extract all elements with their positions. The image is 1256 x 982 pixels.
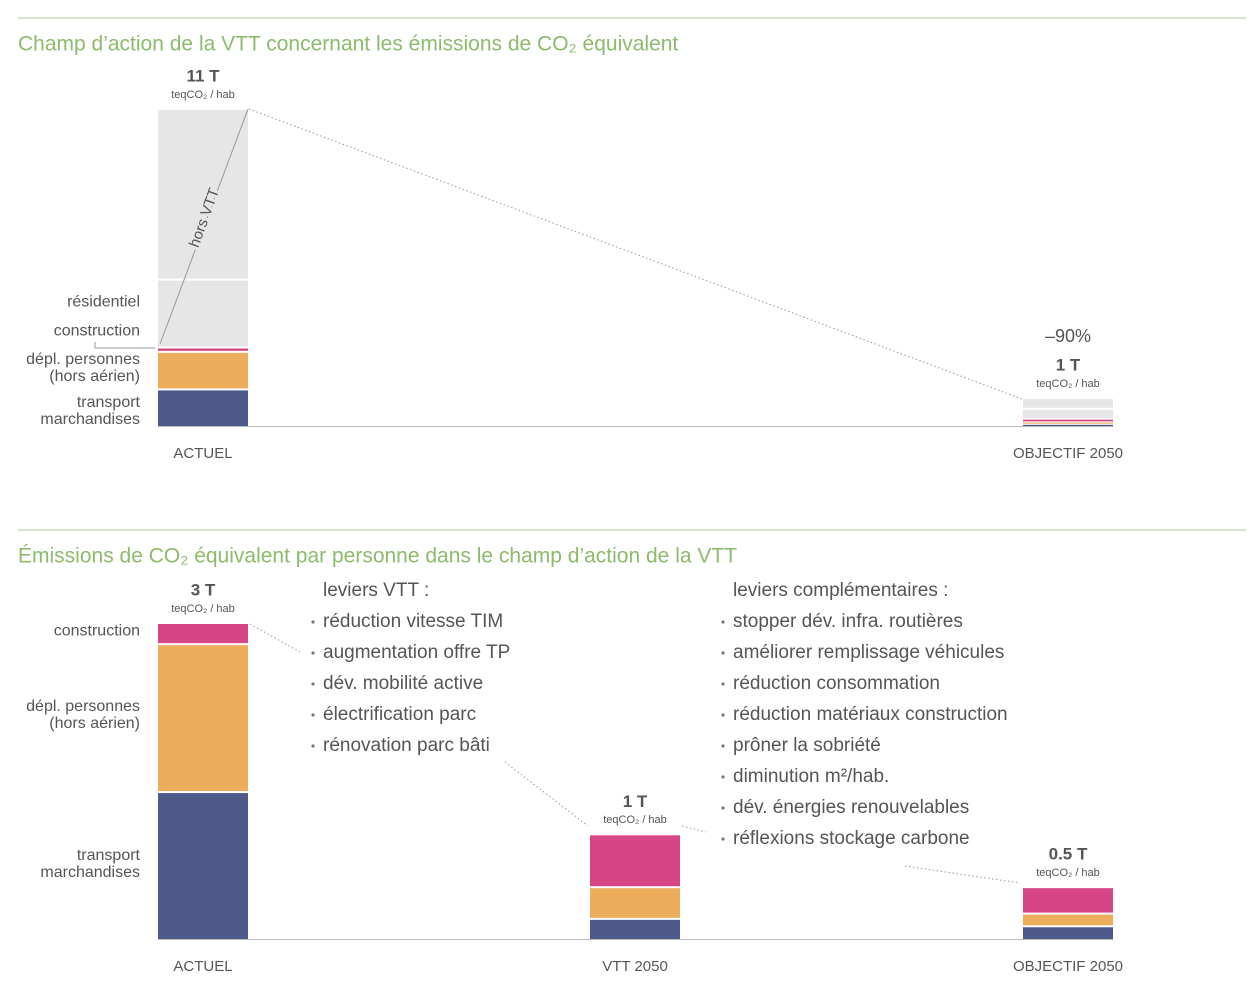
- series-label: construction: [53, 322, 140, 340]
- lever-item: augmentation offre TP: [323, 642, 510, 663]
- lever-item: réflexions stockage carbone: [733, 828, 970, 849]
- series-label: dépl. personnes (hors aérien): [26, 698, 140, 732]
- bar-segment: [1023, 422, 1113, 424]
- bar-segment: [158, 645, 248, 792]
- leader-line: [159, 108, 249, 345]
- category-label: OBJECTIF 2050: [1013, 445, 1123, 462]
- bar-segment: [158, 793, 248, 939]
- series-label: transport marchandises: [40, 847, 140, 881]
- bullet: [721, 713, 725, 717]
- lever-item: électrification parc: [323, 704, 476, 725]
- connector: [904, 865, 1021, 884]
- category-label: OBJECTIF 2050: [1013, 958, 1123, 975]
- unit-label: teqCO₂ / hab: [603, 814, 667, 826]
- bar-segment: [590, 919, 680, 939]
- total-label: 3 T: [191, 580, 216, 599]
- bar-segment: [1023, 914, 1113, 926]
- series-label: dépl. personnes (hors aérien): [26, 351, 140, 385]
- bullet: [311, 744, 315, 748]
- bar-segment: [158, 110, 248, 279]
- lever-item: réduction vitesse TIM: [323, 611, 503, 632]
- bullet: [721, 682, 725, 686]
- annotation: –90%: [1045, 326, 1091, 346]
- total-label: 1 T: [1056, 356, 1081, 375]
- bar-segment: [1023, 927, 1113, 939]
- connector: [248, 108, 1023, 400]
- bullet: [311, 620, 315, 624]
- category-label: ACTUEL: [173, 958, 232, 975]
- bar-segment: [1023, 399, 1113, 408]
- lever-item: réduction matériaux construction: [733, 704, 1008, 725]
- unit-label: teqCO₂ / hab: [1036, 867, 1100, 879]
- lever-title: leviers complémentaires :: [733, 580, 948, 601]
- series-label: transport marchandises: [40, 394, 140, 428]
- bullet: [721, 837, 725, 841]
- bullet: [721, 620, 725, 624]
- bar-segment: [1023, 419, 1113, 422]
- category-label: VTT 2050: [602, 958, 668, 975]
- bracket: [94, 342, 155, 349]
- bar-segment: [1023, 888, 1113, 913]
- lever-item: diminution m²/hab.: [733, 766, 889, 787]
- bar-segment: [590, 888, 680, 918]
- bar-segment: [158, 352, 248, 389]
- bullet: [721, 806, 725, 810]
- lever-item: améliorer remplissage véhicules: [733, 642, 1004, 663]
- total-label: 1 T: [623, 792, 648, 811]
- bullet: [311, 713, 315, 717]
- bar-segment: [158, 390, 248, 426]
- chart-title: Émissions de CO₂ équivalent par personne…: [18, 545, 737, 568]
- bar-segment: [158, 348, 248, 351]
- bullet: [311, 651, 315, 655]
- connector: [249, 623, 301, 653]
- lever-item: prôner la sobriété: [733, 735, 881, 756]
- lever-title: leviers VTT :: [323, 580, 429, 601]
- total-label: 0.5 T: [1049, 845, 1088, 864]
- lever-item: dév. énergies renouvelables: [733, 797, 969, 818]
- bar-segment: [1023, 424, 1113, 426]
- bullet: [311, 682, 315, 686]
- chart-title: Champ d’action de la VTT concernant les …: [18, 33, 678, 56]
- bullet: [721, 775, 725, 779]
- lever-item: stopper dév. infra. routières: [733, 611, 963, 632]
- bar-segment: [158, 624, 248, 644]
- bar-segment: [590, 835, 680, 887]
- category-label: ACTUEL: [173, 445, 232, 462]
- unit-label: teqCO₂ / hab: [171, 89, 235, 101]
- bar-segment: [1023, 409, 1113, 418]
- connector: [504, 761, 589, 827]
- unit-label: teqCO₂ / hab: [1036, 378, 1100, 390]
- lever-item: dév. mobilité active: [323, 673, 483, 694]
- bullet: [721, 651, 725, 655]
- series-label: résidentiel: [67, 293, 140, 311]
- lever-item: réduction consommation: [733, 673, 940, 694]
- lever-item: rénovation parc bâti: [323, 735, 490, 756]
- total-label: 11 T: [186, 66, 220, 85]
- unit-label: teqCO₂ / hab: [171, 603, 235, 615]
- bullet: [721, 744, 725, 748]
- connector: [681, 825, 707, 833]
- series-label: construction: [53, 622, 140, 640]
- bar-segment: [158, 280, 248, 347]
